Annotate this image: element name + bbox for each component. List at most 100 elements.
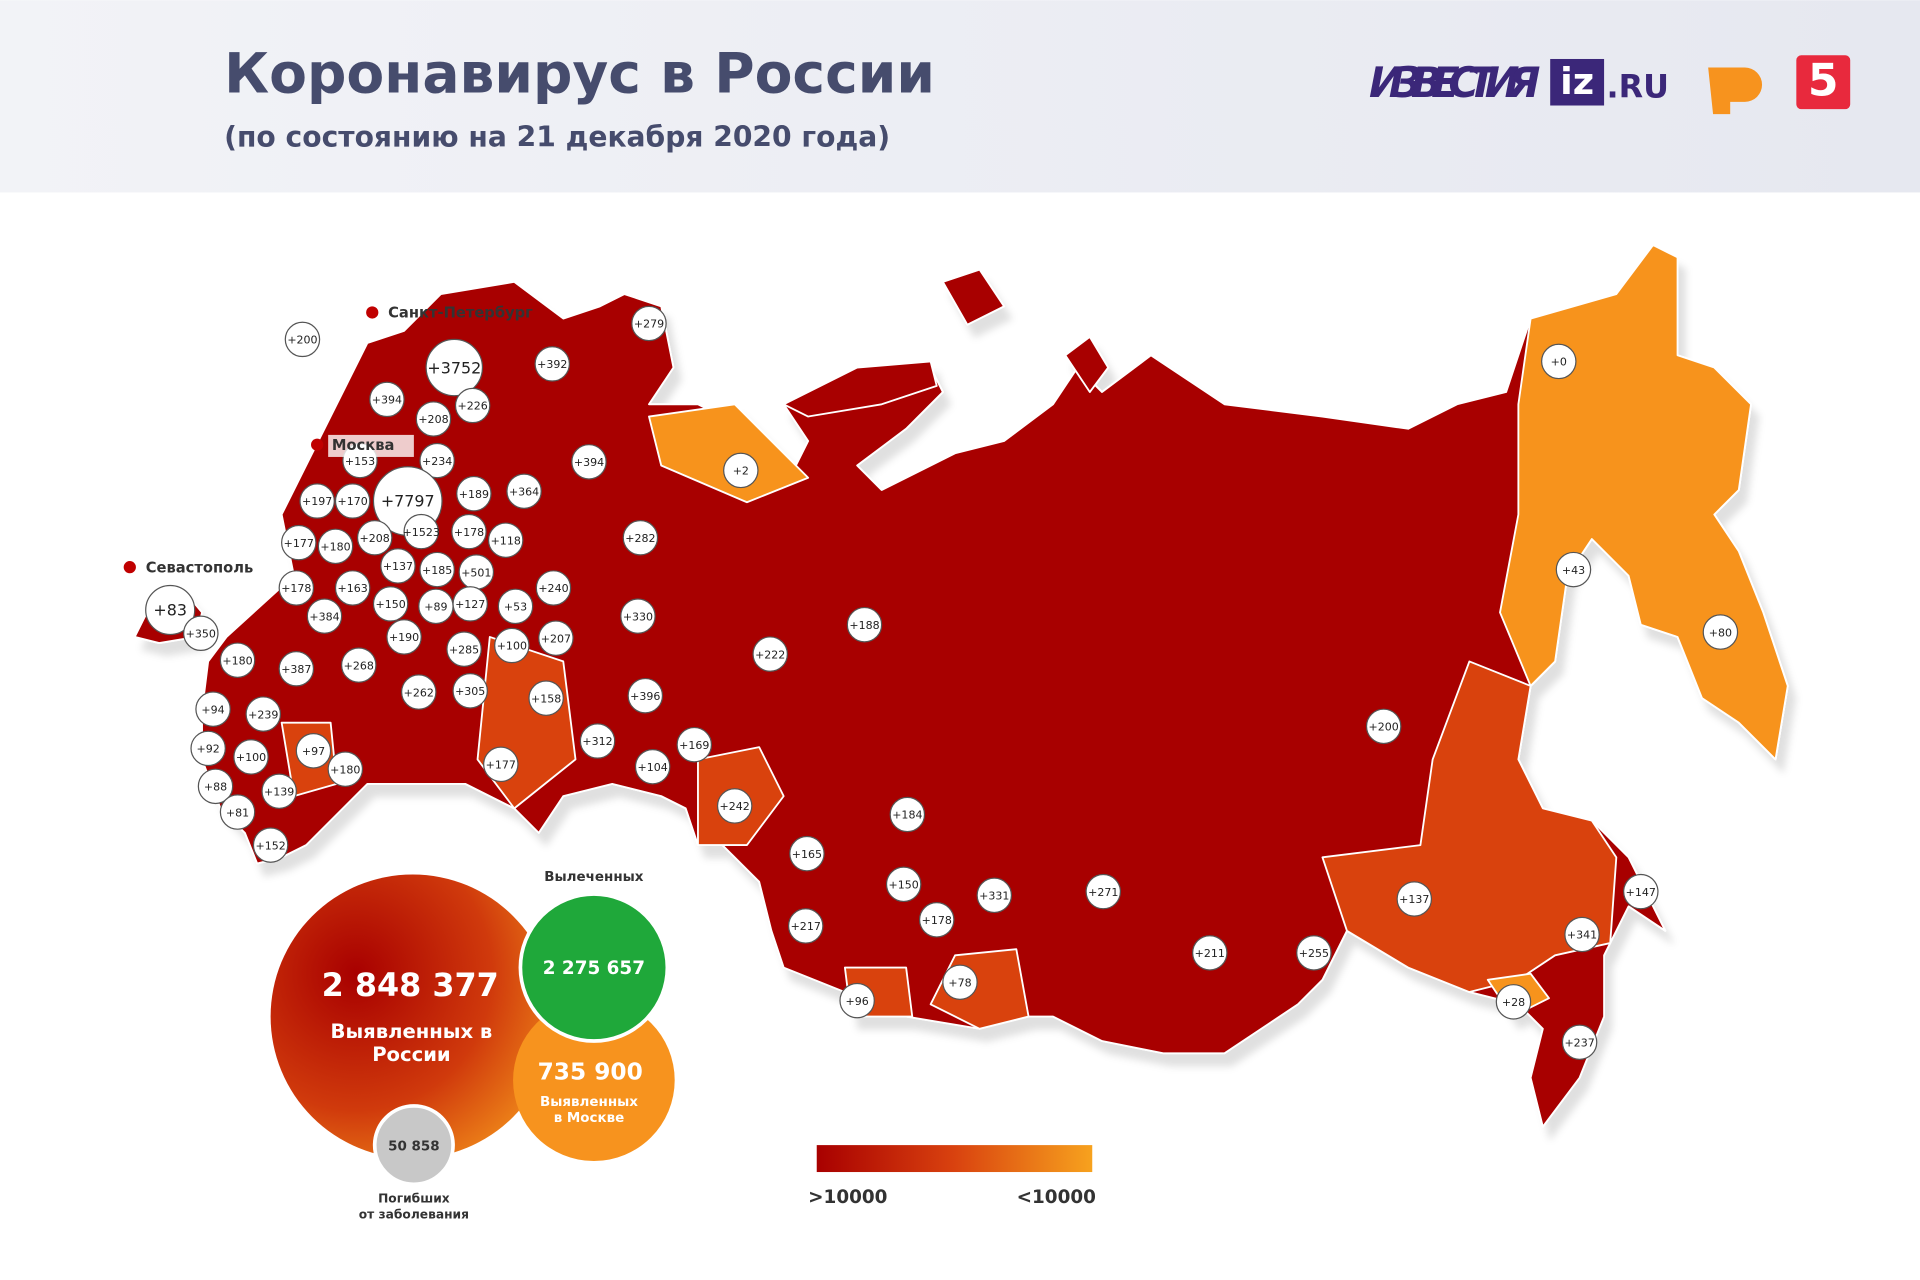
marker-circle (278, 570, 315, 606)
marker-circle (299, 483, 335, 519)
region-marker: +89 (418, 588, 454, 625)
marker-label: +237 (1564, 1036, 1594, 1049)
marker-circle (306, 598, 343, 634)
legend-gradient (816, 1145, 1093, 1173)
marker-circle (334, 483, 371, 519)
logo-izvestia: ИЗВЕСТИЯ (1369, 58, 1540, 107)
region-marker: +240 (535, 570, 572, 606)
region-marker: +178 (278, 570, 315, 606)
stat-deaths-label: от заболевания (359, 1207, 469, 1221)
region-marker: +100 (494, 627, 530, 664)
stat-moscow-label: в Москве (554, 1111, 625, 1126)
marker-circle (1555, 551, 1592, 588)
region-marker: +285 (446, 631, 482, 667)
marker-circle (190, 730, 226, 767)
region-marker: +177 (483, 746, 519, 783)
marker-circle (620, 598, 656, 634)
logo-iz: iz (1560, 60, 1594, 103)
marker-label: +222 (755, 648, 785, 661)
marker-label: +178 (281, 582, 311, 595)
marker-label: +387 (281, 663, 311, 676)
marker-circle (284, 321, 321, 358)
marker-label: +184 (892, 809, 922, 822)
marker-label: +200 (287, 334, 317, 347)
marker-circle (889, 796, 926, 833)
region-marker: +2 (723, 452, 759, 489)
marker-label: +285 (449, 643, 479, 656)
region-marker: +200 (284, 321, 321, 358)
region-marker: +97 (295, 733, 332, 769)
logo-ru: .RU (1607, 67, 1669, 105)
region-marker: +150 (885, 866, 922, 903)
marker-label: +0 (1551, 356, 1567, 369)
region-marker: +88 (197, 768, 234, 805)
marker-label: +147 (1626, 886, 1656, 899)
marker-circle (219, 642, 256, 678)
marker-circle (252, 827, 289, 863)
region-marker: +96 (839, 982, 875, 1019)
marker-circle (622, 520, 659, 556)
marker-label: +96 (846, 995, 869, 1008)
marker-circle (386, 619, 422, 655)
marker-label: +341 (1567, 929, 1597, 942)
marker-label: +185 (422, 564, 452, 577)
stats: 2 848 377 Выявленных в России Вылеченных… (270, 870, 675, 1221)
region-marker: +180 (219, 642, 256, 678)
region-marker: +255 (1296, 935, 1332, 971)
marker-circle (494, 627, 530, 664)
marker-label: +180 (222, 654, 252, 667)
marker-label: +94 (201, 703, 224, 716)
marker-label: +396 (630, 690, 660, 703)
marker-label: +158 (531, 692, 561, 705)
marker-label: +3752 (427, 358, 481, 377)
marker-circle (627, 677, 664, 714)
marker-label: +43 (1562, 564, 1585, 577)
region-marker: +1523 (403, 513, 440, 550)
marker-label: +163 (338, 582, 368, 595)
region-marker: +104 (634, 748, 671, 785)
marker-circle (1192, 935, 1228, 971)
region-marker: +180 (317, 528, 354, 565)
marker-circle (846, 606, 883, 643)
marker-circle (419, 442, 455, 479)
region-marker: +239 (245, 696, 282, 732)
region-marker: +163 (334, 570, 371, 606)
stat-total-value: 2 848 377 (322, 966, 499, 1004)
region-marker: +234 (419, 442, 455, 479)
marker-label: +169 (679, 739, 709, 752)
marker-circle (452, 673, 488, 709)
marker-circle (1623, 873, 1659, 910)
region-marker: +268 (341, 647, 377, 683)
region-marker: +170 (334, 483, 371, 519)
marker-label: +255 (1299, 947, 1329, 960)
marker-circle (1296, 935, 1332, 971)
marker-label: +137 (383, 560, 413, 573)
marker-circle (535, 570, 572, 606)
region-marker: +271 (1085, 873, 1122, 910)
marker-label: +384 (309, 610, 339, 623)
region-marker: +341 (1564, 916, 1600, 953)
city-label: Москва (332, 437, 395, 454)
marker-label: +83 (153, 601, 187, 620)
region-marker: +394 (571, 444, 607, 480)
region-marker: +208 (415, 401, 452, 437)
region-marker: +226 (454, 387, 491, 424)
marker-label: +305 (455, 685, 485, 698)
marker-label: +350 (186, 627, 216, 640)
marker-circle (752, 636, 788, 672)
marker-circle (918, 902, 955, 938)
marker-circle (1702, 614, 1739, 650)
region-marker: +392 (534, 346, 570, 382)
marker-label: +217 (791, 920, 821, 933)
region-marker: +165 (789, 835, 825, 872)
region-marker: +501 (458, 554, 495, 590)
marker-label: +190 (389, 631, 419, 644)
region-marker: +184 (889, 796, 926, 833)
marker-circle (197, 768, 234, 805)
marker-circle (281, 524, 317, 561)
island (782, 268, 1110, 418)
marker-label: +242 (720, 800, 750, 813)
region-marker: +350 (183, 615, 219, 652)
marker-circle (341, 647, 377, 683)
region-marker: +137 (380, 548, 416, 584)
